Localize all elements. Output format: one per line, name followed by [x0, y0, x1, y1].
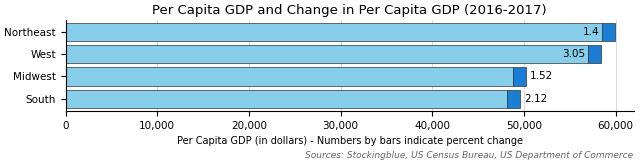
- Bar: [65, 67, 513, 86]
- Title: Per Capita GDP and Change in Per Capita GDP (2016-2017): Per Capita GDP and Change in Per Capita …: [152, 4, 547, 17]
- Bar: [508, 90, 520, 108]
- X-axis label: Per Capita GDP (in dollars) - Numbers by bars indicate percent change: Per Capita GDP (in dollars) - Numbers by…: [177, 136, 523, 146]
- Bar: [588, 45, 601, 63]
- Bar: [513, 67, 525, 86]
- Text: 3.05: 3.05: [562, 49, 585, 59]
- Text: 1.4: 1.4: [582, 27, 599, 37]
- Text: 1.52: 1.52: [529, 72, 552, 81]
- Text: Sources: Stockingblue, US Census Bureau, US Department of Commerce: Sources: Stockingblue, US Census Bureau,…: [305, 151, 634, 160]
- Bar: [65, 45, 588, 63]
- Text: 2.12: 2.12: [524, 94, 547, 104]
- Bar: [65, 23, 602, 41]
- Bar: [602, 23, 614, 41]
- Bar: [65, 90, 508, 108]
